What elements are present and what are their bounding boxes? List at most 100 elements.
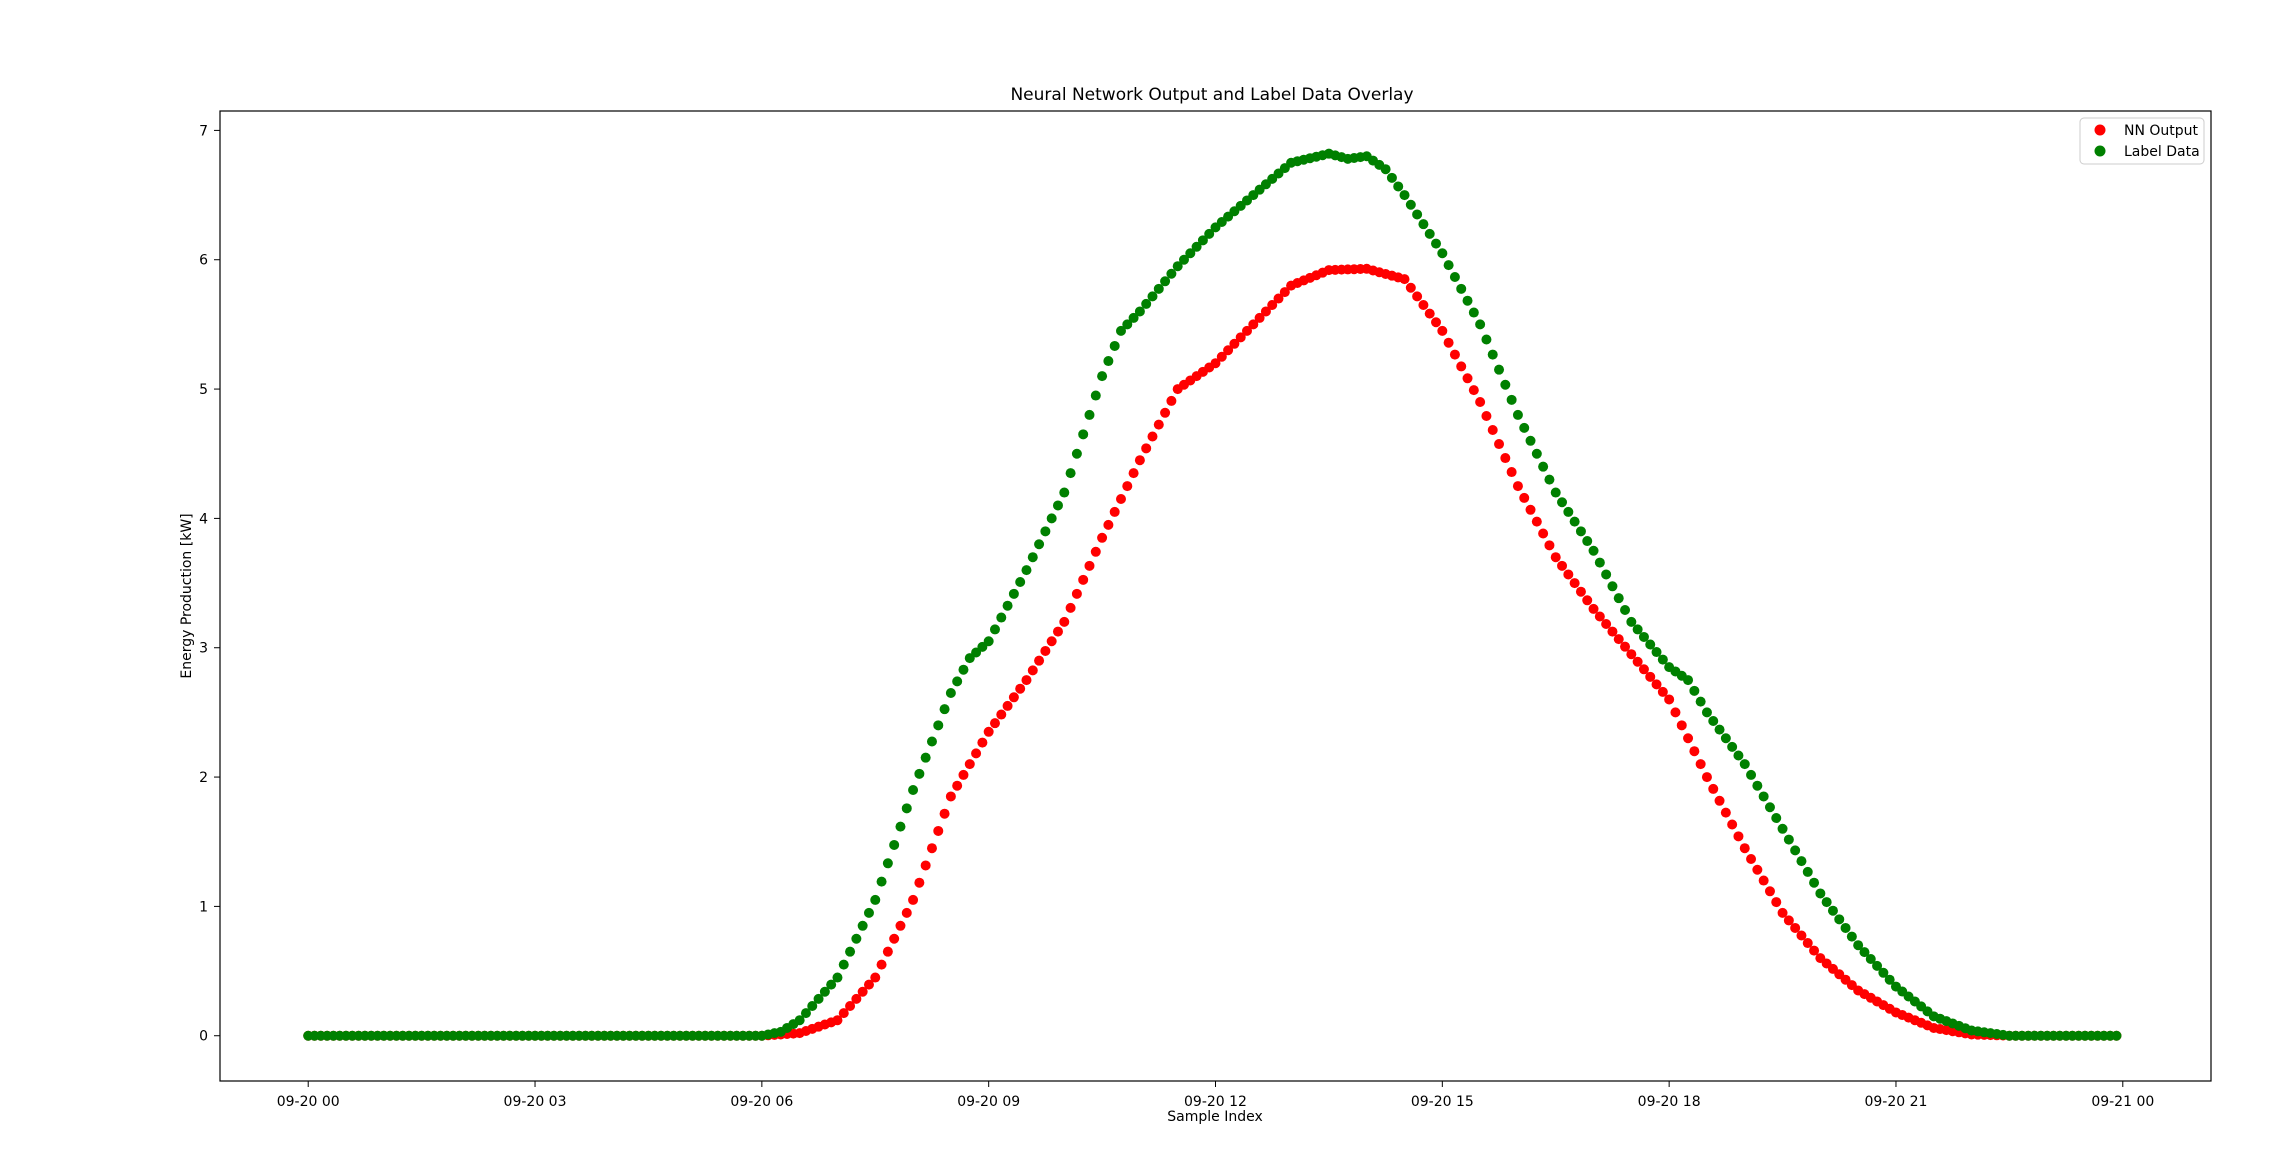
data-point [1481,334,1492,345]
data-point [1456,361,1467,372]
data-point [1720,733,1731,744]
data-point [1544,540,1555,551]
data-point [1525,504,1536,515]
data-point [1424,228,1435,239]
data-point [1179,254,1189,265]
data-point [1437,248,1448,259]
data-point [1550,552,1561,563]
data-point [1078,429,1089,440]
data-point [1569,516,1580,527]
data-point [1021,675,1032,686]
data-point [870,972,881,983]
data-point [958,769,969,780]
data-point [1185,248,1196,259]
data-point [1758,875,1769,886]
x-tick-label: 09-20 21 [1864,1094,1927,1110]
y-tick-label: 1 [199,899,208,915]
data-point [1147,431,1158,442]
data-point [1273,293,1284,304]
data-point [1664,694,1675,705]
data-point [1071,588,1082,599]
data-point [1242,325,1252,336]
data-point [1046,513,1057,524]
data-point [1531,516,1542,527]
data-point [1859,947,1870,958]
data-point [1777,907,1788,918]
data-point [901,907,912,918]
legend-label-label-data: Label Data [2124,144,2200,160]
data-point [1582,536,1593,547]
data-point [933,825,944,836]
data-point [1487,425,1498,436]
data-point [876,876,887,887]
data-point [826,979,837,990]
x-tick-label: 09-20 00 [277,1094,340,1110]
data-point [1115,325,1126,336]
data-point [1034,539,1045,550]
data-point [996,709,1007,720]
data-point [1840,922,1851,933]
x-tick-label: 09-20 18 [1638,1094,1701,1110]
data-point [989,718,1000,729]
data-point [1462,373,1473,384]
data-point [863,979,874,990]
data-point [1746,769,1757,780]
data-point [926,843,937,854]
data-point [1418,300,1429,310]
data-point [1191,241,1202,252]
data-point [1097,532,1108,543]
data-point [1783,915,1794,926]
data-point [1601,619,1612,630]
data-point [1002,700,1013,711]
data-point [1809,877,1820,888]
data-point [952,780,963,791]
y-axis-label: Energy Production [kW] [179,513,195,678]
data-point [1065,602,1076,613]
data-point [901,803,912,814]
data-point [1449,271,1460,282]
data-point [1431,317,1442,328]
data-point [813,993,824,1004]
data-point [1090,390,1101,401]
x-tick-label: 09-20 09 [957,1094,1020,1110]
data-point [1412,291,1423,302]
data-point [939,704,950,715]
data-point [1620,641,1631,652]
data-point [1563,569,1574,580]
data-point [1122,319,1133,330]
data-point [952,676,963,687]
legend-box [2079,117,2205,165]
data-point [1052,626,1063,637]
data-point [1739,759,1750,770]
data-point [889,839,900,850]
data-point [926,736,937,747]
data-point [1758,791,1769,802]
data-point [1538,461,1549,472]
data-point [1431,238,1442,249]
y-axis: 0 1 2 3 4 5 6 7 [199,123,220,1045]
data-point [807,1000,818,1011]
data-point [1393,181,1404,192]
data-point [1487,349,1498,360]
data-point [1443,337,1454,348]
legend-label-nn-output: NN Output [2124,123,2199,139]
data-point [1002,600,1013,611]
data-point [863,907,874,918]
data-point [1462,295,1473,306]
data-point [1040,526,1051,537]
data-point [989,624,1000,635]
data-point [889,933,900,944]
data-point [1657,686,1668,697]
data-point [1689,746,1700,757]
data-point [1475,397,1486,407]
data-point [1223,345,1234,356]
data-point [1638,631,1649,642]
data-point [1097,371,1108,382]
data-point [1090,546,1101,557]
data-point [1752,864,1763,875]
data-point [1500,379,1511,390]
data-point [908,894,919,905]
data-point [1557,497,1568,508]
data-point [1790,922,1801,933]
